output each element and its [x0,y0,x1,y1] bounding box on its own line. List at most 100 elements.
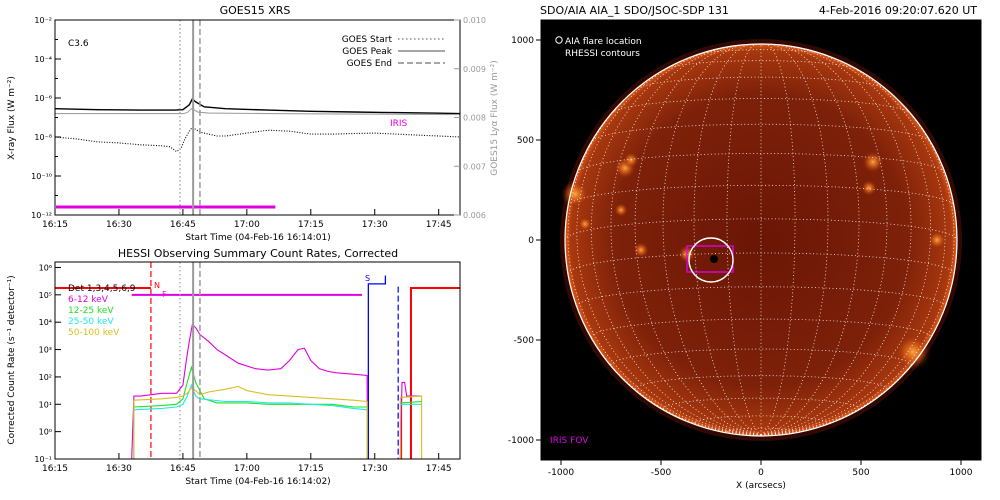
hessi-attenuator-red-right [409,286,460,459]
goes-iris-annotation: IRIS [390,119,408,129]
goes-y-tick-label: 10⁻⁴ [34,55,52,64]
goes-left-axis-ticks: 10⁻² 10⁻⁴ 10⁻⁶ 10⁻⁸ 10⁻¹⁰ 10⁻¹² [31,16,61,220]
goes-y2-tick-label: 0.009 [463,65,486,74]
goes-y-axis-label: X-ray Flux (W m⁻²) [7,76,17,160]
grid-line [576,52,762,436]
sun-disk [565,44,957,436]
hessi-post-saa-segment [399,395,423,459]
hessi-series-50-100-kev [133,385,368,459]
legend-rhessi-contours: RHESSI contours [565,49,640,59]
hessi-y-tick-label: 10² [39,373,52,382]
hessi-night-label: N [154,281,160,290]
hessi-y-tick-label: 10³ [39,346,52,355]
legend-goes-start-label: GOES Start [342,35,393,45]
hessi-x-tick-label: 16:15 [42,464,68,474]
goes-series-0-5-4- [54,126,461,153]
hessi-x-axis-ticks: 16:15 16:30 16:45 17:00 17:15 17:30 17:45 [42,453,452,474]
aia-y-tick-label: 0 [528,236,534,246]
goes-y-tick-label: 10⁻⁸ [34,133,52,142]
hessi-y-tick-label: 10⁰ [39,428,52,437]
hessi-flag-label: F [162,290,167,299]
grid-line [610,46,762,436]
aia-y-tick-label: 1000 [511,36,534,46]
legend-flare-location: AIA flare location [565,37,642,47]
hessi-time-markers [179,262,201,459]
hessi-saa-flag [367,275,387,459]
goes-y2-tick-label: 0.007 [463,162,486,171]
aia-x-tick-label: 0 [758,468,764,478]
hessi-post-saa-segment [400,400,422,404]
hessi-x-tick-label: 17:30 [362,464,388,474]
grid-line [591,123,931,141]
legend-12-25kev: 12-25 keV [68,306,114,316]
aia-legend: AIA flare location RHESSI contours IRIS … [550,36,642,446]
active-region [862,151,884,173]
goes-x-tick-label: 17:00 [234,220,260,230]
hessi-legend: Det 1,3,4,5,6,9 6-12 keV 12-25 keV 25-50… [68,284,136,338]
goes-flare-class: C3.6 [68,39,89,49]
active-region [633,242,649,258]
legend-goes-peak-label: GOES Peak [342,47,392,57]
hessi-x-tick-label: 17:00 [234,464,260,474]
active-region [561,180,589,208]
hessi-y-tick-label: 10⁵ [39,291,52,300]
goes-x-tick-label: 17:15 [298,220,324,230]
legend-6-12kev: 6-12 keV [68,295,109,305]
aia-y-tick-label: -1000 [508,436,534,446]
hessi-x-axis-label: Start Time (04-Feb-16 16:14:02) [185,477,330,487]
aia-title: SDO/AIA AIA_1 SDO/JSOC-SDP 131 [540,4,729,17]
goes-y-tick-label: 10⁻² [34,16,52,25]
hessi-series-25-50-kev [133,383,368,459]
aia-flare-circle [688,237,734,283]
hessi-saa-label: S [365,274,370,283]
grid-line [590,48,762,436]
goes-y2-tick-label: 0.008 [463,114,486,123]
aia-y-axis-ticks: 1000 500 0 -500 -1000 [508,36,541,446]
aia-panel: SDO/AIA AIA_1 SDO/JSOC-SDP 131 4-Feb-201… [508,4,982,491]
grid-line [564,218,958,241]
aia-x-tick-label: -1000 [548,468,574,478]
legend-goes-end-label: GOES End [347,59,392,69]
goes-x-tick-label: 16:15 [42,220,68,230]
hessi-title: HESSI Observing Summary Count Rates, Cor… [118,247,398,260]
goes-time-markers [179,20,201,215]
active-region [614,203,628,217]
active-region [928,231,946,249]
aia-timestamp: 4-Feb-2016 09:20:07.620 UT [819,4,977,17]
hessi-series-12-25-kev [133,365,368,459]
hessi-y-tick-label: 10⁴ [39,318,52,327]
goes-y-tick-label: 10⁻¹² [31,211,52,220]
hessi-y-tick-label: 10¹ [39,400,52,409]
grid-line [590,318,932,338]
hessi-plot-frame [54,261,461,460]
goes-x-tick-label: 16:30 [106,220,132,230]
hessi-series-group [131,323,423,460]
goes-y2-tick-label: 0.010 [463,16,486,25]
flare-location-symbol [555,36,563,44]
goes-x-tick-label: 16:45 [170,220,196,230]
goes-x-axis-label: Start Time (04-Feb-16 16:14:01) [185,233,330,243]
legend-25-50kev: 25-50 keV [68,317,114,327]
sun-limb [564,43,958,437]
aia-x-tick-label: -500 [651,468,672,478]
goes-series-ly- [55,108,461,116]
goes-y-tick-label: 10⁻¹⁰ [31,172,52,181]
legend-50-100kev: 50-100 keV [68,328,120,338]
aia-x-tick-label: 1000 [950,468,973,478]
goes-title: GOES15 XRS [220,4,291,17]
aia-x-tick-label: 500 [852,468,869,478]
iris-fov-label: IRIS FOV [550,436,589,446]
goes-x-tick-label: 17:45 [426,220,452,230]
aia-y-tick-label: 500 [517,136,534,146]
goes-y-tick-label: 10⁻⁶ [34,94,52,103]
active-region [623,152,639,168]
goes-xrs-panel: GOES15 XRS 10⁻² 10⁻⁴ 10⁻⁶ 10⁻⁸ 10⁻¹⁰ 10⁻¹² 0.… [7,4,500,243]
grid-line [576,153,946,173]
hessi-x-tick-label: 17:15 [298,464,324,474]
aia-x-axis-label: X (arcsecs) [736,481,786,491]
active-region [861,180,877,196]
active-region [895,334,931,370]
hessi-y-axis-label: Corrected Count Rate (s⁻¹ detector⁻¹) [7,275,17,444]
aia-x-axis-ticks: -1000 -500 0 500 1000 [548,460,973,478]
